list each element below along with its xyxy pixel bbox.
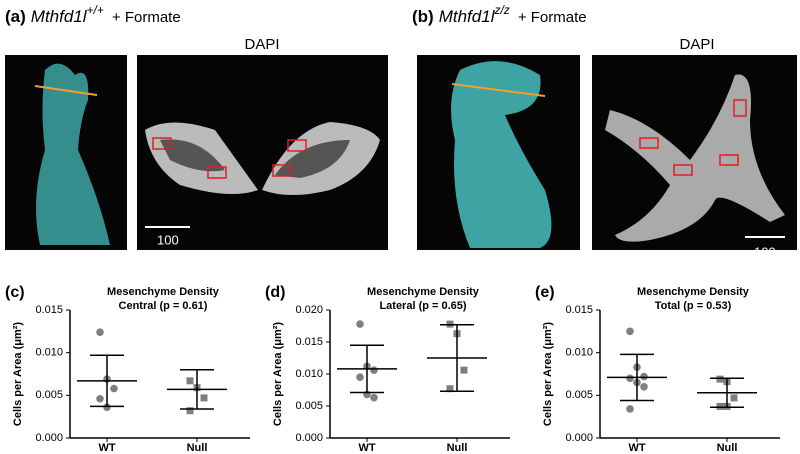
data-point — [446, 385, 454, 393]
y-tick-label: 0.005 — [35, 389, 63, 401]
x-tick-label: WT — [628, 442, 645, 454]
roi-box — [272, 164, 292, 177]
y-tick-label: 0.000 — [565, 432, 593, 444]
data-point — [370, 393, 378, 402]
data-point — [356, 373, 364, 382]
y-tick-label: 0.010 — [295, 368, 323, 380]
data-point — [186, 377, 194, 385]
panel-label: (a) Mthfd1l+/+ + Formate — [5, 3, 181, 26]
panel-label: (e) — [535, 284, 555, 301]
panel-label: (c) — [5, 284, 25, 301]
data-point — [200, 394, 208, 402]
data-point — [110, 384, 118, 393]
y-tick-label: 0.015 — [565, 304, 593, 316]
chart-title: Mesenchyme Density — [637, 286, 750, 298]
section-line — [451, 83, 546, 97]
data-point — [716, 375, 724, 383]
data-point — [716, 402, 724, 410]
data-point — [626, 374, 634, 383]
y-tick-label: 0.005 — [565, 389, 593, 401]
data-point — [96, 394, 104, 403]
panel-label: (b) Mthfd1lz/z + Formate — [412, 3, 587, 26]
panel-label: (d) — [265, 284, 285, 301]
tissue — [145, 122, 380, 195]
section-line — [34, 85, 98, 96]
data-point — [730, 394, 738, 402]
x-tick-label: Null — [187, 442, 208, 454]
y-tick-label: 0.010 — [565, 347, 593, 359]
chart-subtitle: Central (p = 0.61) — [119, 300, 208, 312]
data-point — [96, 328, 104, 336]
y-tick-label: 0.000 — [295, 432, 323, 444]
roi-box — [673, 164, 693, 176]
chart-subtitle: Lateral (p = 0.65) — [379, 300, 466, 312]
roi-box — [152, 137, 172, 150]
data-point — [640, 383, 648, 391]
roi-box — [639, 137, 659, 149]
stain-label: DAPI — [244, 36, 279, 53]
roi-box — [719, 154, 739, 166]
roi-box — [287, 139, 307, 152]
x-tick-label: Null — [717, 442, 738, 454]
data-point — [103, 403, 111, 412]
y-tick-label: 0.000 — [35, 432, 63, 444]
data-point — [640, 372, 648, 381]
y-tick-label: 0.010 — [35, 347, 63, 359]
y-axis-title: Cells per Area (μm²) — [542, 322, 554, 426]
embryo — [451, 61, 552, 248]
y-tick-label: 0.015 — [35, 304, 63, 316]
x-tick-label: WT — [98, 442, 115, 454]
stain-label: DAPI — [679, 36, 714, 53]
chart-title: Mesenchyme Density — [107, 286, 220, 298]
embryo — [36, 63, 110, 245]
roi-box — [207, 166, 227, 179]
data-point — [626, 327, 634, 336]
y-axis-title: Cells per Area (μm²) — [12, 322, 24, 426]
x-tick-label: WT — [358, 442, 375, 454]
chart-title: Mesenchyme Density — [367, 286, 480, 298]
data-point — [370, 366, 378, 374]
y-tick-label: 0.020 — [295, 304, 323, 316]
roi-box — [733, 99, 747, 117]
data-point — [626, 405, 634, 413]
scale-bar-label: 100 — [754, 244, 776, 259]
y-axis-title: Cells per Area (μm²) — [272, 322, 284, 426]
y-tick-label: 0.015 — [295, 336, 323, 348]
x-tick-label: Null — [447, 442, 468, 454]
data-point — [356, 320, 364, 328]
data-point — [186, 407, 194, 415]
scale-bar-label: 100 — [157, 232, 179, 247]
data-point — [460, 366, 468, 374]
y-tick-label: 0.005 — [295, 400, 323, 412]
chart-subtitle: Total (p = 0.53) — [655, 300, 732, 312]
